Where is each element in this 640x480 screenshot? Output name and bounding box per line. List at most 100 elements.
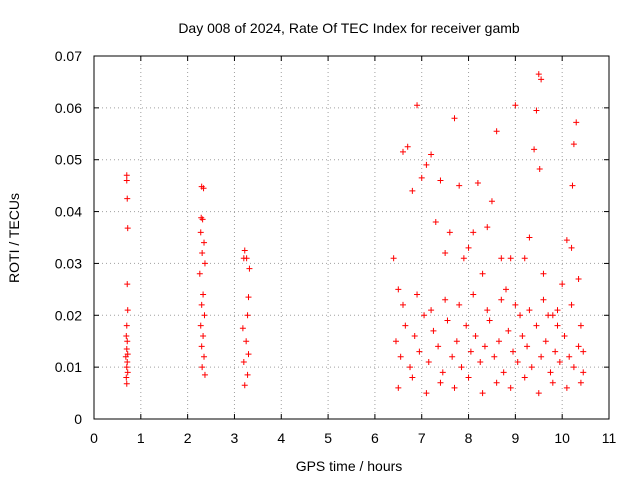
data-point <box>201 239 208 246</box>
data-point <box>392 338 399 345</box>
data-point <box>563 384 570 391</box>
x-tick-label: 5 <box>324 430 332 446</box>
data-point <box>549 379 556 386</box>
data-point <box>245 351 252 358</box>
x-axis-label: GPS time / hours <box>296 458 403 474</box>
data-point <box>470 291 477 298</box>
axes: 0 1 2 3 4 5 6 7 8 9 10 11 0 0.01 0.02 0.03 0.04 0.05 0.06 0… <box>55 48 617 446</box>
data-point <box>196 270 203 277</box>
data-point <box>486 317 493 324</box>
data-point <box>577 322 584 329</box>
data-point <box>200 291 207 298</box>
x-tick-label: 8 <box>465 430 473 446</box>
data-point <box>575 275 582 282</box>
data-point <box>198 214 205 221</box>
data-point <box>552 348 559 355</box>
data-point <box>493 379 500 386</box>
data-point <box>467 348 474 355</box>
data-point <box>123 374 130 381</box>
data-point <box>580 369 587 376</box>
data-point <box>400 148 406 155</box>
data-point <box>514 358 521 365</box>
data-point <box>503 286 509 293</box>
data-point <box>453 338 460 345</box>
data-point <box>241 382 248 389</box>
data-point <box>528 364 535 371</box>
data-point <box>559 281 566 288</box>
y-tick-label: 0.01 <box>55 359 82 375</box>
data-point <box>533 322 540 329</box>
data-point <box>507 384 514 391</box>
data-point <box>569 182 576 189</box>
data-point <box>240 358 247 365</box>
data-point <box>554 307 561 314</box>
data-point <box>580 348 587 355</box>
data-point <box>423 161 430 168</box>
data-point <box>414 291 421 298</box>
data-point <box>123 364 130 371</box>
data-point <box>456 301 463 308</box>
data-point <box>437 379 444 386</box>
data-point <box>244 312 251 319</box>
data-point <box>484 224 491 231</box>
x-tick-label: 7 <box>418 430 426 446</box>
data-point <box>421 312 428 319</box>
x-tick-label: 2 <box>184 430 192 446</box>
data-point <box>577 379 584 386</box>
y-tick-label: 0.03 <box>55 255 82 271</box>
data-point <box>470 229 477 236</box>
data-point <box>243 338 250 345</box>
data-point <box>538 76 545 83</box>
x-tick-label: 9 <box>511 430 519 446</box>
data-point <box>435 343 442 350</box>
data-point <box>199 364 206 371</box>
data-point <box>200 333 207 340</box>
data-point <box>243 255 250 262</box>
data-point <box>498 255 505 262</box>
data-point <box>124 225 131 232</box>
data-point <box>400 301 406 308</box>
data-point <box>198 301 205 308</box>
data-point <box>123 177 130 184</box>
data-point <box>481 343 488 350</box>
data-point <box>556 358 563 365</box>
data-point <box>484 307 491 314</box>
data-point <box>428 151 435 158</box>
data-point <box>573 119 580 126</box>
data-point <box>123 333 130 340</box>
data-point <box>460 255 467 262</box>
data-point <box>479 270 486 277</box>
plot-frame <box>93 55 610 420</box>
data-point <box>474 180 481 187</box>
data-point <box>201 371 208 378</box>
data-point <box>526 307 533 314</box>
data-point <box>402 322 409 329</box>
data-point <box>124 281 131 288</box>
data-point <box>199 216 206 223</box>
data-point <box>123 172 130 179</box>
data-point <box>535 390 542 397</box>
data-point <box>512 102 519 109</box>
data-point <box>531 146 538 153</box>
data-point <box>442 296 449 303</box>
data-point <box>479 390 486 397</box>
data-point <box>123 380 130 387</box>
x-tick-label: 10 <box>554 430 570 446</box>
data-point <box>451 384 458 391</box>
data-point <box>542 338 549 345</box>
data-point <box>549 312 556 319</box>
data-point <box>390 255 397 262</box>
data-point <box>244 371 251 378</box>
data-point <box>488 198 495 205</box>
y-tick-label: 0.04 <box>55 204 82 220</box>
data-point <box>517 312 524 319</box>
data-point <box>505 327 512 334</box>
data-point <box>416 348 423 355</box>
data-point <box>439 369 446 376</box>
data-point <box>540 270 547 277</box>
data-point <box>418 174 425 181</box>
data-point <box>423 390 430 397</box>
data-point <box>500 369 507 376</box>
data-point <box>512 301 519 308</box>
data-point <box>241 247 248 254</box>
